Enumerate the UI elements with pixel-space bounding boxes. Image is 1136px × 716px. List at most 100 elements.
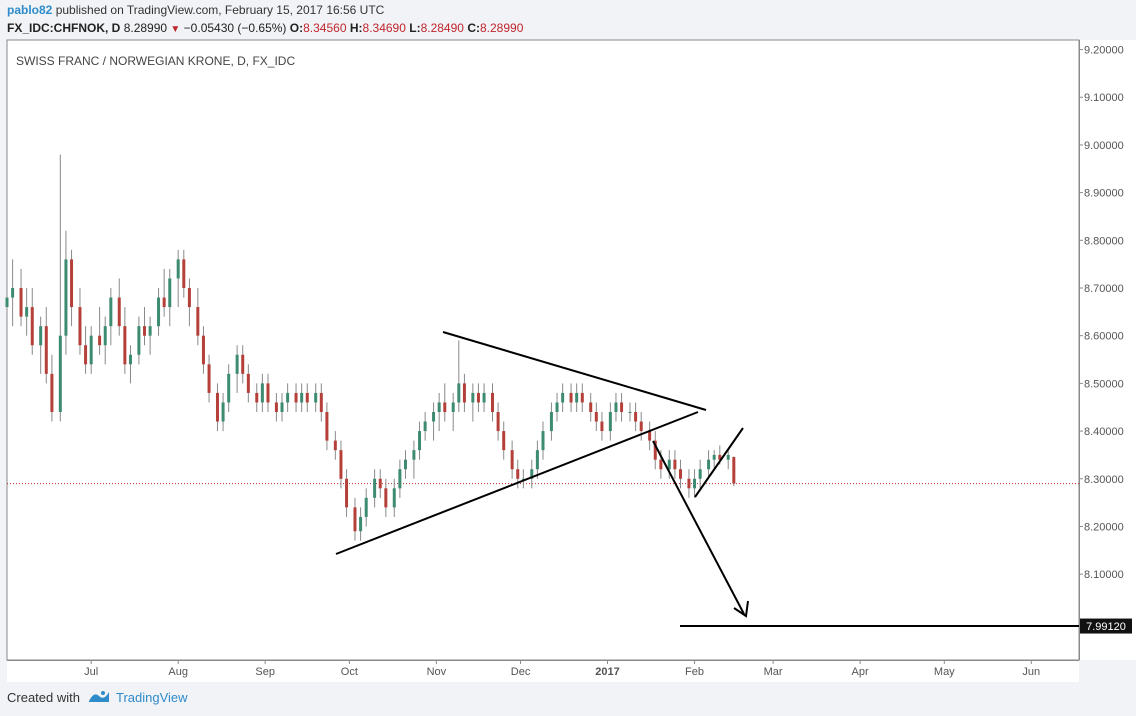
candle-body <box>123 326 127 365</box>
price-tick-label: 8.20000 <box>1084 521 1124 533</box>
candle <box>510 440 514 479</box>
candle <box>117 278 121 336</box>
candle <box>64 230 68 355</box>
candle-body <box>659 459 663 470</box>
candle-body <box>707 459 711 470</box>
triangle-lower-trendline[interactable] <box>335 411 699 555</box>
price-tick-label: 8.30000 <box>1084 474 1124 486</box>
triangle-upper-trendline[interactable] <box>442 331 707 411</box>
candle <box>345 469 349 517</box>
tradingview-brand-link[interactable]: TradingView <box>115 690 188 705</box>
candle <box>98 307 102 355</box>
time-ticks: Jul Aug Sep Oct Nov Dec 2017 Feb Mar Apr May Jun <box>84 660 1040 678</box>
candle <box>58 154 62 422</box>
candle <box>353 497 357 541</box>
close-label: C: <box>467 21 480 35</box>
candle-body <box>215 392 219 422</box>
candle-body <box>608 412 612 432</box>
price-tick-label: 8.50000 <box>1084 378 1124 390</box>
price-tick-label: 8.40000 <box>1084 426 1124 438</box>
low-label: L: <box>409 21 421 35</box>
candle-body <box>11 288 15 298</box>
candle-body <box>168 278 172 308</box>
candle-body <box>25 307 29 317</box>
candle <box>25 288 29 336</box>
candle-body <box>345 478 349 508</box>
candle-body <box>353 507 357 532</box>
candle <box>260 373 264 412</box>
candle-body <box>319 392 323 412</box>
candle-body <box>5 297 9 308</box>
candle-body <box>280 402 284 412</box>
candle <box>412 440 416 479</box>
time-tick-label: Mar <box>764 666 783 678</box>
candle-body <box>143 326 147 336</box>
candle <box>620 392 624 422</box>
candle-body <box>333 440 337 451</box>
wedge-trendline[interactable] <box>694 427 744 498</box>
candle-body <box>457 383 461 403</box>
candle-body <box>580 392 584 403</box>
time-tick-label: May <box>934 666 955 678</box>
candle <box>373 469 377 508</box>
candle <box>482 383 486 412</box>
candle-body <box>241 354 245 374</box>
candle-body <box>667 459 671 470</box>
last-price: 8.28990 <box>123 21 168 35</box>
publish-info: published on TradingView.com, February 1… <box>55 3 385 17</box>
candle-body <box>392 488 396 508</box>
price-tick-label: 8.60000 <box>1084 331 1124 343</box>
candle-body <box>182 259 186 288</box>
down-triangle-icon: ▼ <box>170 24 181 35</box>
candle-body <box>502 431 506 451</box>
candle <box>569 383 573 412</box>
candle-body <box>679 469 683 479</box>
candle-body <box>359 516 363 532</box>
candle <box>39 316 43 374</box>
candle <box>432 402 436 441</box>
candle-body <box>698 469 702 479</box>
candle <box>614 392 618 422</box>
candle <box>207 354 211 403</box>
candle <box>11 259 15 327</box>
candle <box>227 364 231 412</box>
candle <box>471 383 475 422</box>
time-axis[interactable] <box>7 660 1079 682</box>
candle <box>123 307 127 374</box>
price-axis[interactable] <box>1079 40 1136 660</box>
candle <box>30 288 34 355</box>
candle <box>580 383 584 412</box>
candle <box>451 392 455 432</box>
candle <box>423 412 427 441</box>
candle-body <box>148 326 152 336</box>
candle <box>673 450 677 479</box>
target-arrow-shaft[interactable] <box>652 440 745 615</box>
author-name[interactable]: pablo82 <box>7 3 53 17</box>
candle <box>476 383 480 412</box>
drawings[interactable] <box>335 331 749 618</box>
price-tick-label: 8.70000 <box>1084 283 1124 295</box>
candle <box>246 364 250 403</box>
candle <box>418 421 422 460</box>
time-tick-label: Nov <box>427 666 447 678</box>
open-label: O: <box>289 21 304 35</box>
candle-body <box>201 335 205 365</box>
candle-body <box>84 345 88 365</box>
candle-body <box>490 392 494 412</box>
candle-body <box>732 457 736 484</box>
candle-body <box>418 431 422 451</box>
candle-body <box>89 335 93 365</box>
plot-area[interactable] <box>6 39 1080 661</box>
price-tick-label: 9.10000 <box>1084 92 1124 104</box>
price-tick-label: 9.20000 <box>1084 45 1124 57</box>
candle-body <box>549 412 553 432</box>
candle <box>561 383 565 412</box>
candle <box>608 402 612 441</box>
candle-body <box>70 259 74 308</box>
candle-body <box>227 373 231 403</box>
price-tick-label: 8.10000 <box>1084 569 1124 581</box>
candle-body <box>541 431 545 451</box>
candle-body <box>300 392 304 403</box>
candle-body <box>384 488 388 508</box>
